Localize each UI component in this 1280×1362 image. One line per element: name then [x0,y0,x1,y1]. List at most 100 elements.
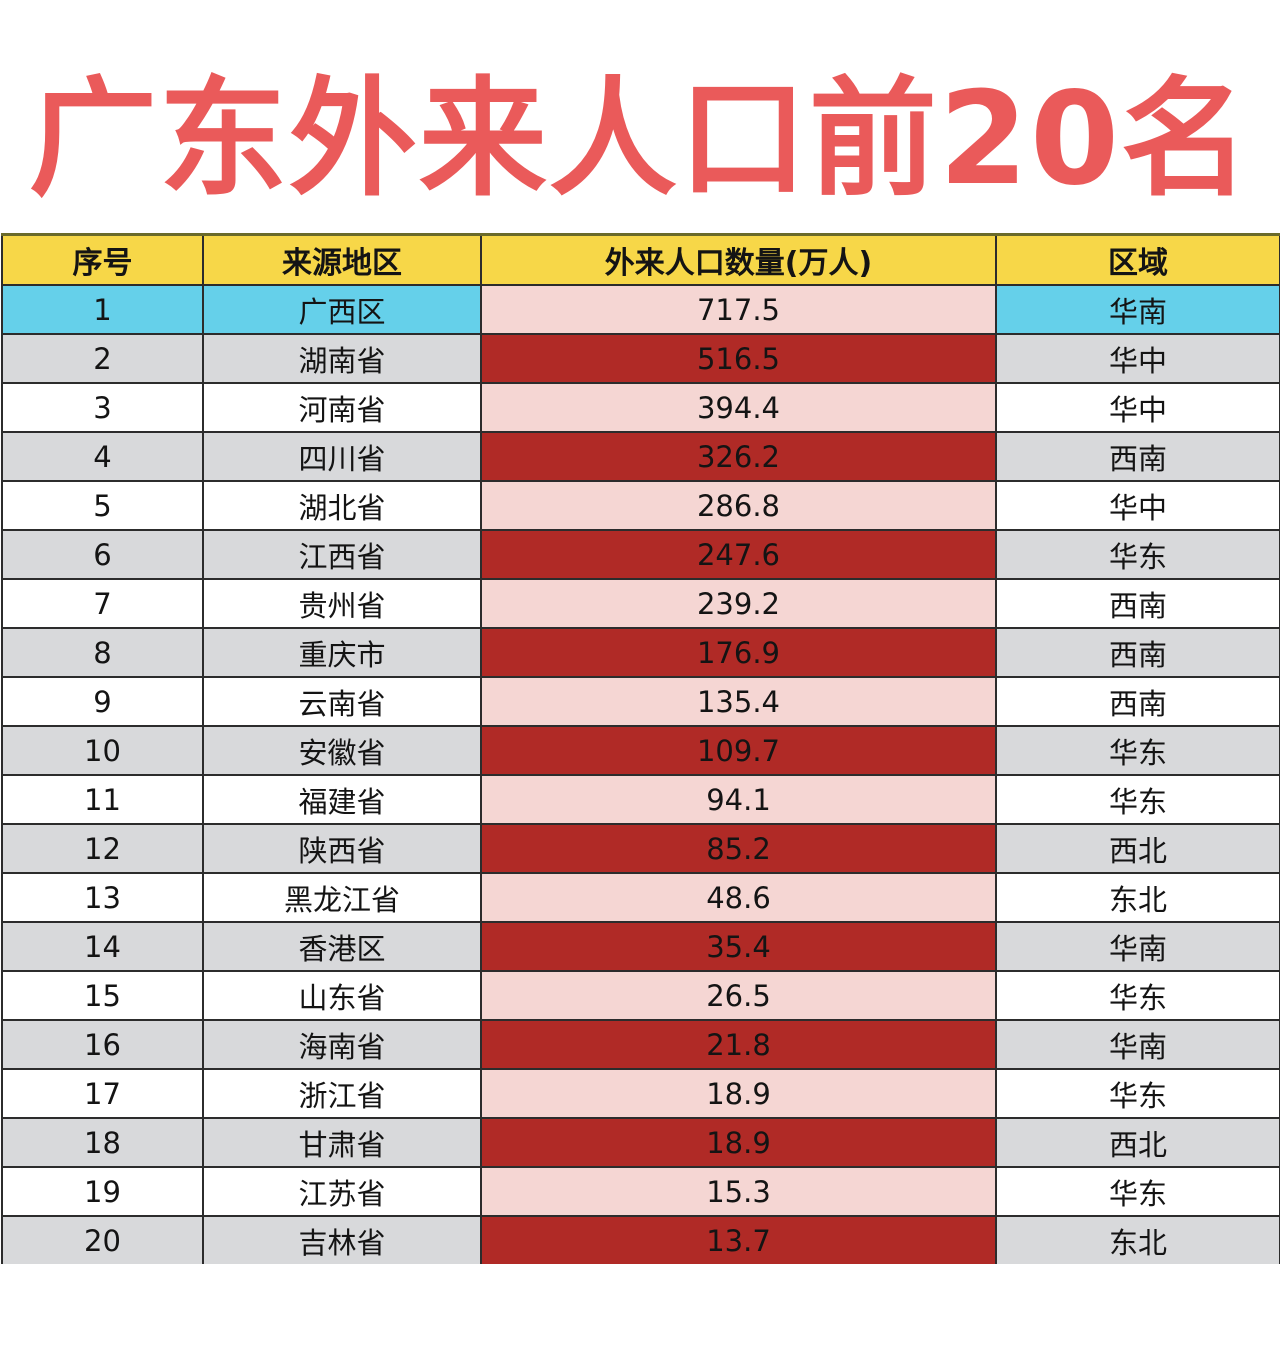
population-cell: 48.6 [480,872,997,923]
population-cell: 394.4 [480,382,997,433]
population-cell: 21.8 [480,1019,997,1070]
population-cell: 85.2 [480,823,997,874]
region-cell: 江苏省 [202,1166,482,1217]
region-cell: 陕西省 [202,823,482,874]
area-cell: 东北 [995,872,1280,923]
region-cell: 湖北省 [202,480,482,531]
rank-cell: 15 [1,970,204,1021]
area-cell: 西北 [995,1117,1280,1168]
table-row: 9 云南省 135.4 西南 [1,676,1280,727]
table-row: 2 湖南省 516.5 华中 [1,333,1280,384]
table-row: 4 四川省 326.2 西南 [1,431,1280,482]
rank-cell: 16 [1,1019,204,1070]
rank-cell: 17 [1,1068,204,1119]
rank-cell: 9 [1,676,204,727]
region-cell: 浙江省 [202,1068,482,1119]
region-cell: 河南省 [202,382,482,433]
region-cell: 山东省 [202,970,482,1021]
rank-cell: 2 [1,333,204,384]
area-cell: 华东 [995,1068,1280,1119]
area-cell: 华南 [995,1019,1280,1070]
population-cell: 247.6 [480,529,997,580]
population-cell: 94.1 [480,774,997,825]
rank-cell: 14 [1,921,204,972]
region-cell: 广西区 [202,284,482,335]
table-header-row: 序号 来源地区 外来人口数量(万人) 区域 [1,233,1280,286]
area-cell: 华南 [995,284,1280,335]
population-cell: 135.4 [480,676,997,727]
region-cell: 黑龙江省 [202,872,482,923]
population-cell: 516.5 [480,333,997,384]
area-cell: 华东 [995,529,1280,580]
area-cell: 西南 [995,578,1280,629]
table-row: 19 江苏省 15.3 华东 [1,1166,1280,1217]
population-cell: 18.9 [480,1068,997,1119]
rank-cell: 6 [1,529,204,580]
table-row: 12 陕西省 85.2 西北 [1,823,1280,874]
rank-cell: 20 [1,1215,204,1264]
area-cell: 华中 [995,480,1280,531]
table-row: 6 江西省 247.6 华东 [1,529,1280,580]
population-cell: 35.4 [480,921,997,972]
area-cell: 西南 [995,431,1280,482]
table-row: 15 山东省 26.5 华东 [1,970,1280,1021]
header-rank: 序号 [1,233,204,286]
rank-cell: 7 [1,578,204,629]
table-row: 17 浙江省 18.9 华东 [1,1068,1280,1119]
rank-cell: 13 [1,872,204,923]
table-row: 1 广西区 717.5 华南 [1,284,1280,335]
page-title: 广东外来人口前20名 [28,65,1252,214]
rank-cell: 4 [1,431,204,482]
header-population: 外来人口数量(万人) [480,233,997,286]
table-row: 3 河南省 394.4 华中 [1,382,1280,433]
table-row: 14 香港区 35.4 华南 [1,921,1280,972]
population-table: 序号 来源地区 外来人口数量(万人) 区域 1 广西区 717.5 华南 2 湖… [1,233,1280,1264]
population-cell: 239.2 [480,578,997,629]
rank-cell: 18 [1,1117,204,1168]
rank-cell: 12 [1,823,204,874]
area-cell: 西北 [995,823,1280,874]
table-row: 16 海南省 21.8 华南 [1,1019,1280,1070]
region-cell: 四川省 [202,431,482,482]
region-cell: 安徽省 [202,725,482,776]
population-cell: 176.9 [480,627,997,678]
area-cell: 华中 [995,382,1280,433]
region-cell: 福建省 [202,774,482,825]
region-cell: 湖南省 [202,333,482,384]
table-row: 13 黑龙江省 48.6 东北 [1,872,1280,923]
area-cell: 华中 [995,333,1280,384]
rank-cell: 5 [1,480,204,531]
population-cell: 326.2 [480,431,997,482]
area-cell: 华南 [995,921,1280,972]
area-cell: 华东 [995,970,1280,1021]
region-cell: 云南省 [202,676,482,727]
table-row: 5 湖北省 286.8 华中 [1,480,1280,531]
area-cell: 华东 [995,774,1280,825]
area-cell: 西南 [995,627,1280,678]
rank-cell: 8 [1,627,204,678]
population-cell: 15.3 [480,1166,997,1217]
table-row: 18 甘肃省 18.9 西北 [1,1117,1280,1168]
table-row: 8 重庆市 176.9 西南 [1,627,1280,678]
population-cell: 717.5 [480,284,997,335]
region-cell: 江西省 [202,529,482,580]
table-row: 7 贵州省 239.2 西南 [1,578,1280,629]
region-cell: 贵州省 [202,578,482,629]
population-cell: 13.7 [480,1215,997,1264]
population-cell: 109.7 [480,725,997,776]
area-cell: 西南 [995,676,1280,727]
header-source-region: 来源地区 [202,233,482,286]
area-cell: 华东 [995,725,1280,776]
table-row: 20 吉林省 13.7 东北 [1,1215,1280,1264]
region-cell: 香港区 [202,921,482,972]
rank-cell: 3 [1,382,204,433]
region-cell: 重庆市 [202,627,482,678]
population-cell: 18.9 [480,1117,997,1168]
rank-cell: 10 [1,725,204,776]
rank-cell: 19 [1,1166,204,1217]
population-cell: 26.5 [480,970,997,1021]
region-cell: 吉林省 [202,1215,482,1264]
area-cell: 东北 [995,1215,1280,1264]
table-row: 10 安徽省 109.7 华东 [1,725,1280,776]
rank-cell: 1 [1,284,204,335]
